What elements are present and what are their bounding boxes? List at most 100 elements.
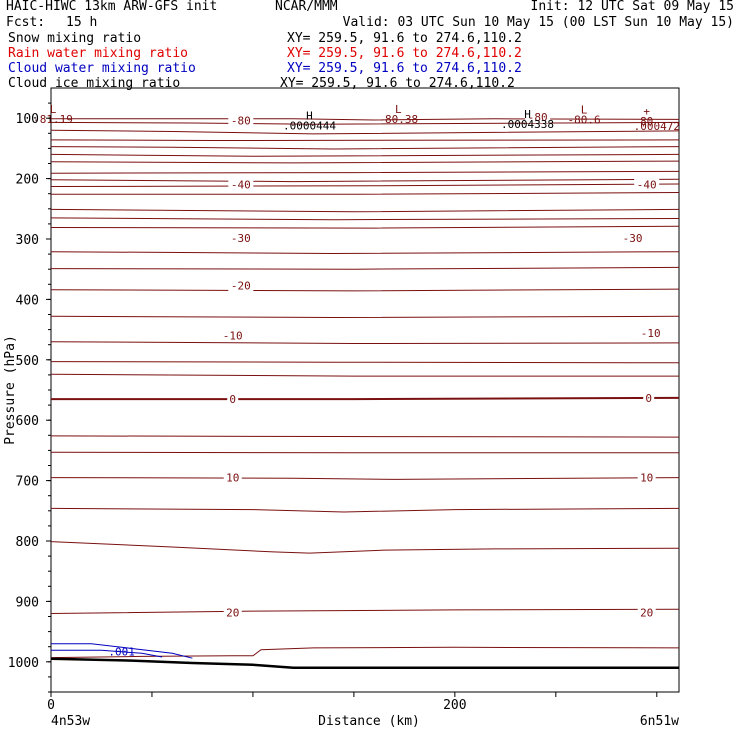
contour-line	[50, 153, 680, 157]
contour-line	[50, 451, 679, 454]
contour-line	[50, 217, 680, 221]
left-endpoint-label: 4n53w	[51, 714, 90, 729]
contour-label: -10	[641, 327, 661, 340]
contour-line	[50, 251, 680, 255]
contour-line	[50, 225, 680, 229]
fcst-value: 15 h	[66, 15, 98, 30]
extremum-symbol: L	[395, 103, 402, 116]
contour-label: 0	[645, 392, 652, 405]
contour-label: -40	[637, 179, 657, 192]
extremum-value: -81.19	[33, 113, 73, 126]
y-tick-label: 700	[16, 475, 39, 490]
contour-line	[51, 118, 680, 121]
contour-label: -80	[231, 115, 251, 128]
contour-label-bg	[228, 114, 254, 127]
extremum-symbol: L	[581, 103, 588, 116]
y-tick-label: 800	[16, 535, 39, 550]
extremum-value: -80.38	[378, 113, 418, 126]
extremum-symbol: L	[50, 103, 57, 116]
extremum-value: .0004338	[501, 118, 554, 131]
x-tick-label: 200	[443, 698, 466, 713]
contour-line	[50, 373, 679, 377]
contour-line	[51, 192, 680, 195]
y-tick-label: 500	[16, 354, 39, 369]
contour-label-bg	[643, 391, 655, 404]
y-tick-label: 200	[16, 173, 39, 188]
contour-label-bg	[228, 178, 254, 191]
contour-line	[50, 608, 680, 614]
init-time: Init: 12 UTC Sat 09 May 15	[530, 0, 735, 14]
extremum-value: 80	[640, 115, 653, 128]
contour-label: -10	[223, 330, 243, 343]
field-xy-cloud-water: XY= 259.5, 91.6 to 274.6,110.2	[287, 61, 522, 76]
contour-label: 20	[640, 606, 653, 619]
contour-label-bg	[638, 327, 664, 340]
contour-line	[50, 315, 680, 319]
contour-line	[50, 146, 680, 150]
contour-labels: -80 -80 -40 -40 -30 -30 -20 -10 -10 0 0 10 10 20 20	[220, 110, 664, 619]
org-label: NCAR/MMM	[275, 0, 338, 14]
contour-line	[50, 361, 680, 364]
contour-line	[50, 646, 680, 659]
y-tick-label: 1000	[8, 656, 39, 671]
contour-line	[50, 541, 680, 554]
contour-label-bg	[620, 231, 646, 244]
x-axis-title: Distance (km)	[318, 714, 420, 729]
x-tick-label: 0	[47, 698, 55, 713]
contour-label-bg	[227, 393, 239, 406]
plot-frame	[50, 87, 680, 693]
contour-line	[51, 396, 680, 401]
contour-line	[50, 507, 680, 513]
y-tick-label: 100	[16, 112, 39, 127]
contour-label-bg	[637, 471, 656, 484]
y-tick-label: 600	[16, 414, 39, 429]
field-name-snow: Snow mixing ratio	[8, 31, 142, 46]
field-name-rain: Rain water mixing ratio	[8, 46, 189, 61]
contour-label-bg	[223, 606, 242, 619]
cloud-water-line	[51, 643, 193, 659]
contour-label: -20	[231, 280, 251, 293]
contour-label-bg	[525, 110, 551, 123]
contour-label: 10	[226, 472, 239, 485]
field-xy-snow: XY= 259.5, 91.6 to 274.6,110.2	[287, 31, 522, 46]
contour-line	[50, 178, 680, 183]
field-name-cloud-ice: Cloud ice mixing ratio	[8, 76, 181, 91]
contour-label: -40	[231, 179, 251, 192]
contour-line	[50, 208, 680, 213]
cloud-water-line	[51, 649, 163, 658]
contour-label-bg	[223, 471, 242, 484]
cloud-water-contours: .001	[51, 643, 193, 659]
extremum-value: -80.6	[568, 113, 601, 126]
contour-line	[50, 477, 680, 480]
field-xy-rain: XY= 259.5, 91.6 to 274.6,110.2	[287, 46, 522, 61]
contour-label: -30	[623, 232, 643, 245]
contour-label: -80	[528, 111, 548, 124]
contour-label-bg	[637, 606, 656, 619]
extremum-symbol: +	[643, 105, 650, 118]
contour-line	[50, 288, 680, 292]
y-axis-title: Pressure (hPa)	[3, 335, 18, 445]
y-axis: 100 200 300 400 500 600 700 800 900 1000	[8, 102, 51, 693]
extremum-symbol: H	[524, 108, 531, 121]
field-xy-cloud-ice: XY= 259.5, 91.6 to 274.6,110.2	[280, 76, 515, 91]
cloud-water-label: .001	[108, 646, 135, 659]
extremum-symbol: H	[306, 109, 313, 122]
contour-line	[50, 160, 680, 164]
extremum-value: .000472	[634, 120, 680, 133]
contour-label: 0	[229, 393, 236, 406]
contour-label: 20	[226, 606, 239, 619]
contour-line	[50, 183, 680, 187]
fcst-label: Fcst:	[6, 15, 46, 30]
contour-lines	[50, 118, 680, 659]
contour-label: -30	[231, 232, 251, 245]
model-title: HAIC-HIWC 13km ARW-GFS init	[6, 0, 218, 14]
contour-line	[50, 129, 680, 135]
contour-label-bg	[228, 279, 254, 292]
x-axis: 0 200	[47, 692, 658, 713]
contour-line	[50, 341, 680, 345]
contour-label: 10	[640, 472, 653, 485]
field-name-cloud-water: Cloud water mixing ratio	[8, 61, 196, 76]
terrain-surface	[50, 657, 679, 670]
contour-line	[50, 435, 680, 438]
